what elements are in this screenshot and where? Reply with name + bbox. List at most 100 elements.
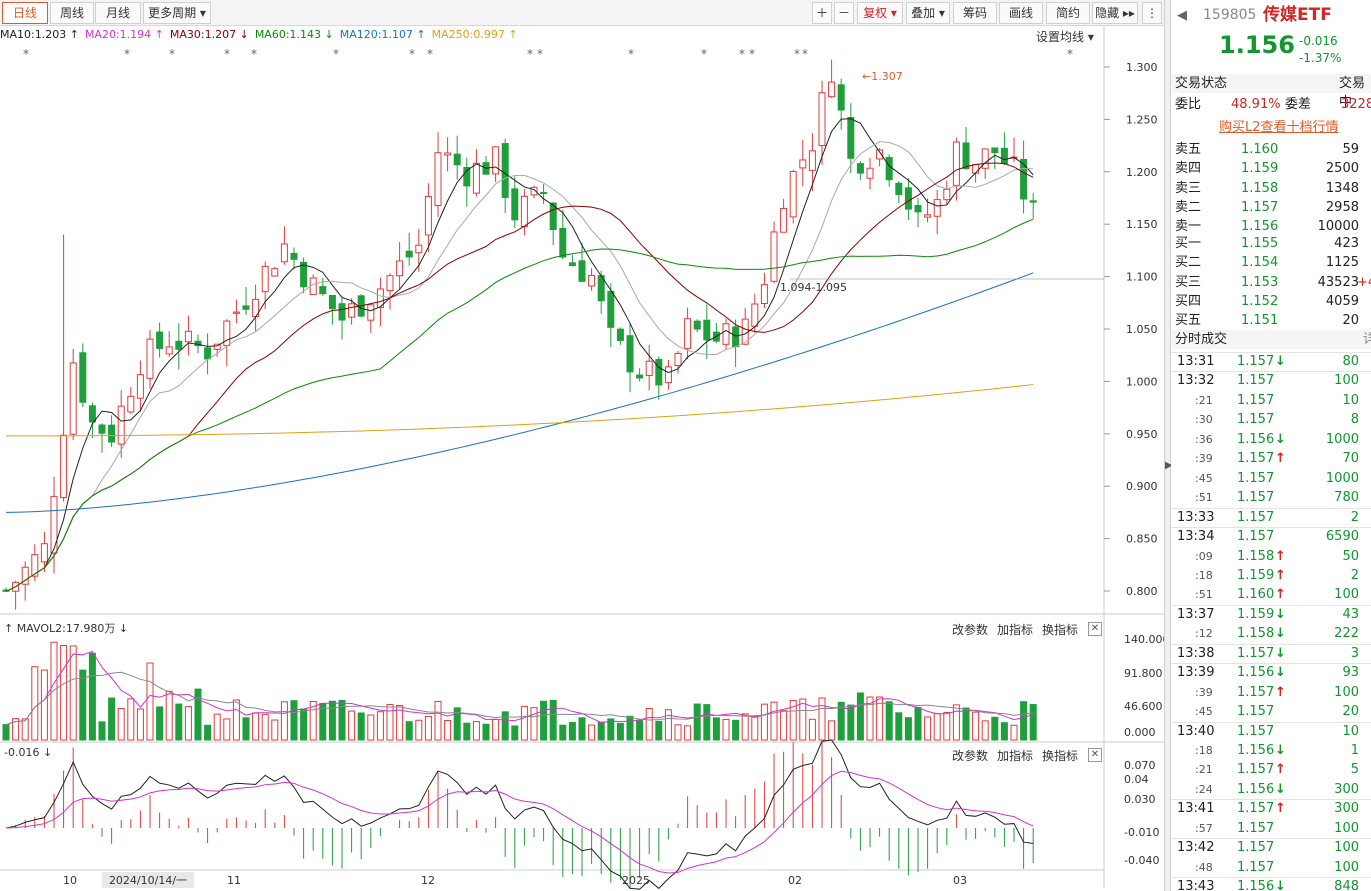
candle-body <box>98 424 106 434</box>
quote-cell: 1.157 <box>1237 490 1275 506</box>
tick-row: :36 1.156 1000 ↓ <box>1195 431 1359 447</box>
quote-cell: 买三 <box>1175 274 1202 290</box>
candle-body <box>684 318 692 349</box>
candle-body <box>837 84 845 111</box>
candle-body <box>60 434 68 499</box>
indicator-control-0[interactable]: 改参数 <box>952 749 989 763</box>
tick-row: :18 1.159 2 ↑ <box>1195 567 1359 583</box>
toolbar-more-icon[interactable]: ⋮ <box>1142 2 1162 24</box>
volume-bar <box>280 701 288 741</box>
quote-cell: 1.156 <box>1237 665 1275 681</box>
period-tab-2[interactable]: 月线 <box>95 2 141 24</box>
quote-cell: :48 <box>1195 860 1213 874</box>
toolbar-btn-4[interactable]: 筹码 <box>953 2 997 24</box>
indicator-control-1[interactable]: 加指标 <box>997 623 1034 637</box>
candle-body <box>664 366 672 384</box>
quote-cell: 13:39 <box>1177 665 1215 681</box>
collapse-arrow-icon[interactable]: ▶ <box>1165 460 1173 471</box>
candle-body <box>146 338 154 379</box>
quote-cell: 3228 <box>1341 97 1371 112</box>
toolbar-btn-0[interactable]: ＋ <box>812 2 832 24</box>
toolbar-btn-2[interactable]: 复权 ▾ <box>857 2 903 24</box>
quote-cell: 8 <box>1350 412 1359 428</box>
candle-body <box>703 319 711 341</box>
toolbar-btn-3[interactable]: 叠加 ▾ <box>906 2 950 24</box>
candle-body <box>760 284 768 305</box>
quote-cell: 13:38 <box>1177 645 1215 661</box>
quote-cell: 43 <box>1342 606 1359 622</box>
volume-bar <box>232 699 240 741</box>
trade-status: 交易状态 交易中 <box>1171 74 1371 110</box>
volume-bar <box>693 703 701 741</box>
volume-bar <box>655 720 663 741</box>
quote-cell: 43523 <box>1317 274 1359 290</box>
tick-row: 13:34 1.157 6590 <box>1171 527 1371 546</box>
candle-body <box>79 352 87 403</box>
volume-bar <box>818 697 826 741</box>
volume-bar <box>108 697 116 741</box>
volume-bar <box>127 698 135 741</box>
period-tab-3[interactable]: 更多周期 ▾ <box>143 2 211 24</box>
candle-body <box>213 343 221 350</box>
period-tab-0[interactable]: 日线 <box>2 2 48 24</box>
quote-cell: 13:41 <box>1177 801 1215 817</box>
kline-chart-area[interactable]: 日线 周线 月线 更多周期 ▾ ＋－复权 ▾ 叠加 ▾ 筹码 画线 简约 隐藏 ▸▸ ⋮ MA10:… <box>0 0 1164 891</box>
candle-body <box>444 152 452 156</box>
toolbar-btn-6[interactable]: 简约 <box>1046 2 1090 24</box>
quote-cell: 1.153 <box>1241 274 1279 290</box>
candle-body <box>568 262 576 267</box>
tick-row: 13:43 1.156 848 ↓ <box>1171 877 1371 891</box>
volume-bar <box>847 704 855 741</box>
candle-body <box>559 227 567 258</box>
toolbar-btn-1[interactable]: － <box>834 2 854 24</box>
volume-bar <box>213 713 221 741</box>
indicator-control-1[interactable]: 加指标 <box>997 749 1034 763</box>
quote-cell: 1.152 <box>1241 293 1279 309</box>
indicator-control-2[interactable]: 换指标 <box>1042 623 1079 637</box>
panel-splitter[interactable] <box>1164 0 1171 891</box>
candle-body <box>693 320 701 330</box>
close-icon[interactable]: ✕ <box>1088 748 1102 762</box>
volume-bar <box>88 652 96 741</box>
volume-bar <box>367 714 375 741</box>
quote-panel: ◀ 159805 传媒ETF 1.156 -0.016 -1.37% 交易状态 交易中 委比 48… <box>1171 0 1371 891</box>
candle-body <box>847 117 855 159</box>
tick-row: :21 1.157 10 <box>1171 391 1371 410</box>
close-icon[interactable]: ✕ <box>1088 622 1102 636</box>
quote-cell: 1 <box>1350 743 1359 758</box>
set-ma-button[interactable]: 设置均线 ▾ <box>1036 30 1094 44</box>
candle-body <box>232 311 240 314</box>
toolbar-btn-5[interactable]: 画线 <box>999 2 1043 24</box>
tick-row: :48 1.157 100 <box>1171 858 1371 877</box>
kline-svg[interactable]: 1.300 1.250 1.200 1.150 1.100 1.050 1.000 0.950… <box>0 0 1164 891</box>
quote-cell: 93 <box>1342 665 1359 681</box>
candle-body <box>991 147 999 154</box>
volume-bar <box>703 704 711 741</box>
indicator-control-0[interactable]: 改参数 <box>952 623 989 637</box>
candle-body <box>50 495 58 554</box>
candle-body <box>338 303 346 321</box>
volume-bar <box>636 719 644 741</box>
volume-bar <box>597 721 605 741</box>
indicator-control-2[interactable]: 换指标 <box>1042 749 1079 763</box>
candle-body <box>88 405 96 423</box>
price-tick-label: 0.800 <box>1126 585 1158 598</box>
quote-cell: 13:33 <box>1177 509 1215 525</box>
quote-cell: 1.160 <box>1241 142 1279 157</box>
l2-link[interactable]: 购买L2查看十档行情 <box>1171 118 1371 137</box>
quote-cell: 1.157 <box>1237 820 1275 836</box>
tick-row: 13:42 1.157 100 <box>1171 838 1371 857</box>
quote-cell: 卖一 <box>1175 219 1202 235</box>
price-tick-label: 1.000 <box>1126 375 1158 388</box>
volume-bar <box>828 720 836 741</box>
quote-cell: 5 <box>1350 762 1359 778</box>
volume-bar <box>156 706 164 741</box>
candle-body <box>866 167 874 179</box>
chart-toolbar: 日线 周线 月线 更多周期 ▾ ＋－复权 ▾ 叠加 ▾ 筹码 画线 简约 隐藏 ▸▸ ⋮ <box>0 0 1164 26</box>
toolbar-btn-7[interactable]: 隐藏 ▸▸ <box>1092 2 1138 24</box>
ask-row: 卖五 1.160 59 <box>1171 140 1371 159</box>
period-tab-1[interactable]: 周线 <box>50 2 94 24</box>
quote-cell: 1.159 <box>1241 161 1279 177</box>
candle-body <box>127 395 135 413</box>
quote-cell: 1.157 <box>1237 684 1275 700</box>
